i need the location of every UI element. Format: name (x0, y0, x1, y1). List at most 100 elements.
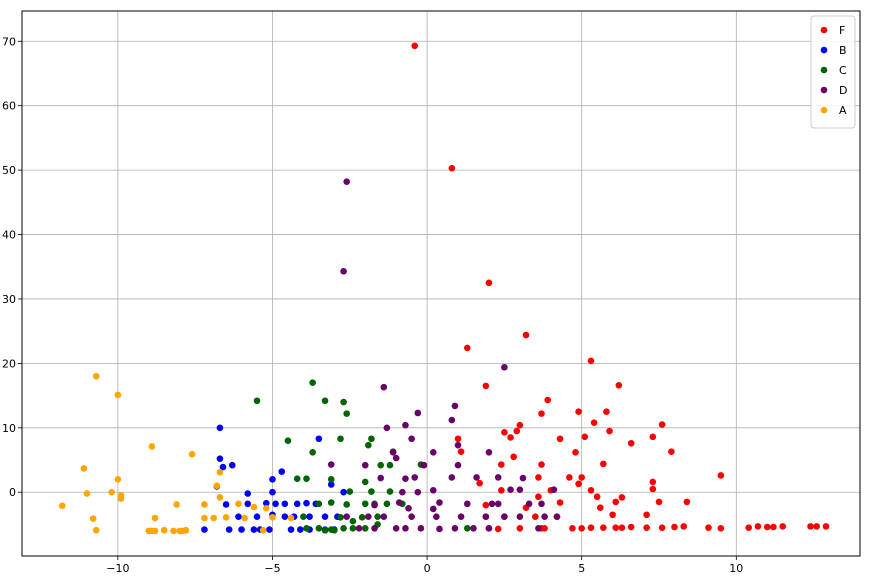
point-B (340, 488, 347, 496)
point-A (160, 526, 168, 534)
point-B (225, 526, 233, 533)
point-A (92, 372, 100, 380)
point-A (83, 490, 91, 497)
point-D (473, 474, 480, 481)
point-D (405, 505, 412, 512)
point-F (643, 524, 650, 531)
point-F (497, 461, 505, 468)
point-C (253, 397, 261, 405)
point-A (201, 501, 208, 508)
legend-label-F: F (839, 24, 845, 37)
point-C (284, 437, 292, 444)
point-D (389, 448, 397, 456)
point-B (269, 476, 276, 483)
point-F (745, 524, 752, 531)
point-A (114, 391, 122, 399)
point-B (244, 500, 252, 508)
point-F (494, 525, 502, 533)
point-F (680, 523, 688, 530)
point-D (494, 474, 502, 481)
point-D (429, 486, 437, 494)
point-D (501, 363, 508, 371)
point-D (380, 383, 388, 391)
point-C (374, 513, 381, 521)
point-F (609, 511, 616, 519)
y-tick-label: 50 (2, 164, 16, 177)
point-B (278, 468, 286, 475)
point-D (411, 474, 419, 481)
point-A (235, 500, 242, 508)
point-B (228, 461, 236, 469)
point-C (340, 398, 347, 406)
point-D (380, 513, 388, 521)
point-C (331, 526, 338, 534)
point-D (383, 424, 391, 432)
point-B (201, 526, 208, 533)
point-F (658, 524, 666, 531)
point-D (399, 488, 406, 496)
point-F (649, 485, 657, 493)
point-A (117, 495, 125, 502)
point-F (627, 523, 635, 531)
point-D (501, 513, 508, 521)
point-F (535, 493, 542, 501)
x-tick-label: 0 (424, 562, 431, 575)
legend-label-C: C (839, 64, 847, 77)
point-C (368, 488, 375, 495)
point-F (615, 381, 623, 389)
x-tick-label: −5 (264, 562, 280, 575)
legend-box (810, 15, 856, 129)
point-C (293, 475, 301, 482)
legend-label-A: A (839, 104, 847, 117)
point-F (575, 408, 582, 415)
x-tick-label: −10 (106, 562, 129, 575)
point-C (340, 524, 347, 532)
point-D (470, 524, 477, 532)
point-B (222, 501, 230, 508)
point-F (463, 344, 471, 352)
point-B (297, 526, 304, 533)
point-A (170, 527, 177, 535)
point-C (315, 500, 323, 508)
point-A (201, 514, 208, 522)
point-F (779, 523, 786, 530)
point-F (705, 524, 712, 531)
point-C (327, 476, 335, 483)
point-A (287, 514, 295, 522)
point-A (216, 468, 224, 476)
point-F (822, 523, 830, 530)
point-A (58, 502, 66, 510)
series-F (411, 42, 830, 533)
point-A (210, 514, 218, 522)
x-tick-label: 10 (729, 562, 743, 575)
point-C (343, 410, 350, 417)
y-axis: 0 10 20 30 40 50 60 70 (2, 35, 22, 499)
point-F (618, 494, 626, 501)
point-C (321, 526, 329, 534)
point-D (361, 461, 369, 469)
point-C (300, 513, 307, 521)
point-D (454, 441, 462, 449)
point-C (386, 461, 394, 469)
point-C (321, 397, 329, 405)
series-C (253, 379, 471, 534)
point-C (361, 500, 369, 508)
point-A (222, 514, 230, 521)
point-C (361, 478, 369, 486)
point-C (377, 461, 385, 469)
point-C (349, 517, 357, 525)
point-D (525, 500, 533, 508)
point-D (519, 474, 527, 482)
point-A (151, 527, 159, 535)
point-F (754, 523, 762, 530)
point-F (813, 523, 821, 530)
point-D (355, 524, 363, 532)
point-F (578, 474, 585, 481)
point-D (377, 474, 385, 482)
y-tick-label: 70 (2, 35, 16, 48)
point-C (337, 435, 344, 443)
point-D (395, 499, 403, 506)
point-B (272, 500, 279, 508)
point-F (538, 461, 545, 468)
point-F (569, 524, 576, 532)
